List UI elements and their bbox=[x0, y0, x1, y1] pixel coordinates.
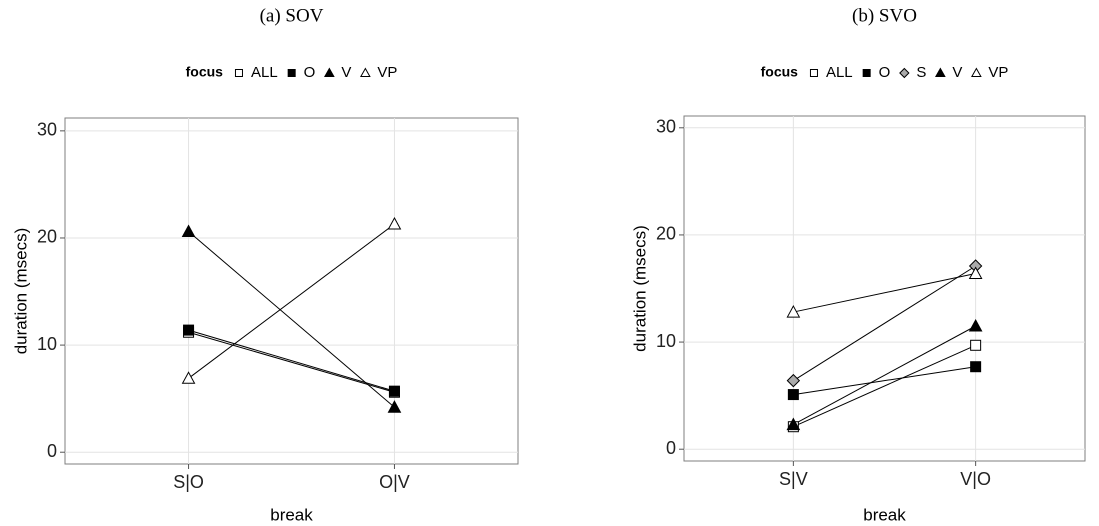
marker-square bbox=[862, 69, 871, 77]
marker-square bbox=[287, 69, 296, 77]
y-tick-label: 10 bbox=[656, 331, 676, 351]
marker-square bbox=[787, 389, 799, 401]
marker-triangle bbox=[323, 67, 335, 77]
x-tick-label: V|O bbox=[960, 469, 991, 489]
y-axis-title: duration (msecs) bbox=[11, 228, 30, 355]
legend-title: focus bbox=[186, 64, 224, 80]
marker-triangle bbox=[786, 417, 801, 431]
legend-label: VP bbox=[377, 64, 397, 81]
marker-triangle bbox=[360, 67, 371, 77]
marker-triangle bbox=[387, 400, 402, 413]
marker-square bbox=[809, 69, 818, 77]
marker-triangle bbox=[786, 305, 801, 318]
series-line bbox=[793, 273, 976, 313]
marker-square bbox=[183, 324, 195, 336]
x-axis-title: break bbox=[863, 505, 906, 524]
legend-title: focus bbox=[761, 64, 799, 80]
legend-label: ALL bbox=[251, 64, 278, 81]
y-tick-label: 30 bbox=[37, 120, 57, 140]
y-tick-label: 0 bbox=[47, 441, 57, 461]
marker-triangle bbox=[387, 217, 402, 230]
panel-title: (b) SVO bbox=[852, 5, 917, 26]
series-line bbox=[188, 331, 395, 393]
marker-triangle bbox=[934, 67, 946, 77]
legend-label: O bbox=[879, 64, 891, 81]
marker-square bbox=[970, 361, 982, 373]
y-tick-label: 20 bbox=[656, 224, 676, 244]
legend-label: O bbox=[304, 64, 316, 81]
marker-triangle bbox=[181, 224, 196, 238]
x-axis-title: break bbox=[270, 505, 313, 524]
y-tick-label: 30 bbox=[656, 117, 676, 137]
x-tick-label: S|V bbox=[779, 469, 808, 489]
x-tick-label: O|V bbox=[379, 472, 410, 492]
y-axis-title: duration (msecs) bbox=[630, 225, 649, 352]
plot-area bbox=[64, 117, 519, 465]
legend-label: S bbox=[916, 64, 926, 81]
marker-square bbox=[388, 385, 400, 397]
legend: focus ALL O S V VP bbox=[761, 64, 1009, 81]
marker-square bbox=[234, 69, 243, 77]
marker-triangle bbox=[968, 318, 983, 332]
series-line bbox=[188, 223, 395, 379]
series-line bbox=[793, 265, 976, 382]
legend: focus ALL O V VP bbox=[186, 64, 398, 81]
series-line bbox=[188, 329, 395, 392]
plot-area bbox=[683, 115, 1086, 462]
marker-diamond bbox=[899, 67, 910, 79]
y-tick-label: 0 bbox=[666, 438, 676, 458]
legend-label: V bbox=[341, 64, 351, 81]
y-tick-label: 20 bbox=[37, 227, 57, 247]
y-tick-label: 10 bbox=[37, 334, 57, 354]
marker-triangle bbox=[968, 266, 983, 279]
marker-diamond bbox=[786, 373, 801, 388]
x-tick-label: S|O bbox=[173, 472, 204, 492]
legend-label: VP bbox=[988, 64, 1008, 81]
legend-label: V bbox=[952, 64, 962, 81]
series-line bbox=[793, 344, 976, 428]
panel-title: (a) SOV bbox=[260, 5, 324, 26]
series-line bbox=[793, 325, 976, 426]
legend-label: ALL bbox=[826, 64, 853, 81]
marker-triangle bbox=[181, 371, 196, 384]
marker-square bbox=[970, 339, 982, 351]
marker-triangle bbox=[971, 67, 982, 77]
series-line bbox=[188, 231, 395, 408]
series-line bbox=[793, 366, 976, 396]
